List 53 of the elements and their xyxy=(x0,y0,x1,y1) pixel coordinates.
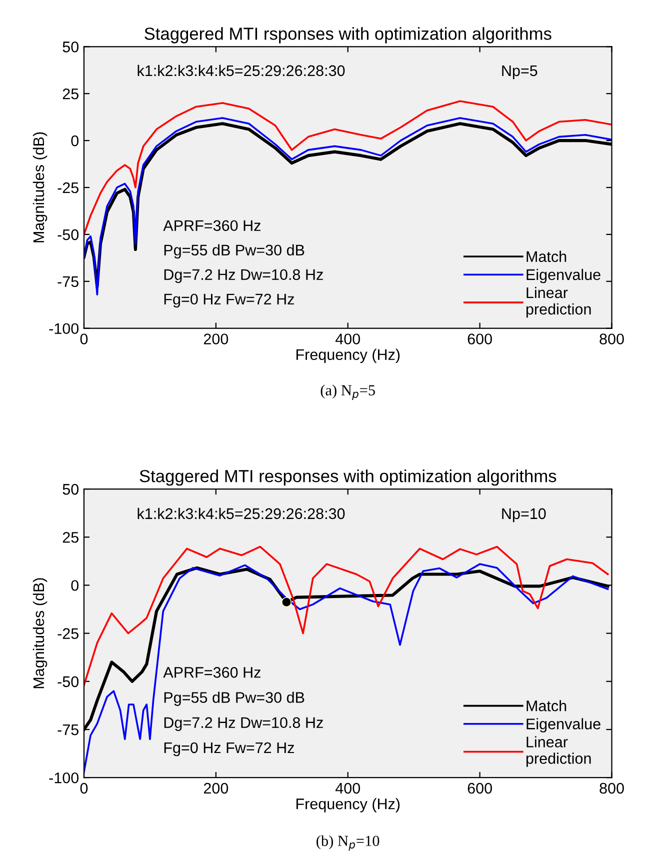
annotation: APRF=360 Hz xyxy=(163,220,260,232)
y-tick-label: 25 xyxy=(62,532,78,543)
annotation: k1:k2:k3:k4:k5=25:29:26:28:30 xyxy=(138,508,345,520)
y-tick-label: 50 xyxy=(62,484,79,495)
legend-label: Linear prediction xyxy=(526,736,591,767)
y-tick-label: -50 xyxy=(58,676,79,688)
x-axis-title: Frequency (Hz) xyxy=(296,798,400,812)
x-axis-title: Frequency (Hz) xyxy=(296,348,400,364)
annotation: Np=5 xyxy=(502,65,538,80)
y-tick-label: 25 xyxy=(62,88,78,100)
annotation: k1:k2:k3:k4:k5=25:29:26:28:30 xyxy=(138,64,345,76)
x-tick-label: 200 xyxy=(204,782,228,794)
annotation: Dg=7.2 Hz Dw=10.8 Hz xyxy=(164,717,323,732)
legend-label: Eigenvalue xyxy=(526,718,600,732)
annotation: APRF=360 Hz xyxy=(163,666,260,678)
line-series xyxy=(84,563,609,773)
y-tick-label: -25 xyxy=(58,182,78,194)
y-tick-label: -100 xyxy=(49,772,79,784)
y-tick-label: 50 xyxy=(62,42,79,52)
annotation: Pg=55 dB Pw=30 dB xyxy=(164,692,304,706)
x-tick-label: 400 xyxy=(335,334,360,344)
line-series xyxy=(84,546,609,686)
annotation: Dg=7.2 Hz Dw=10.8 Hz xyxy=(164,269,323,284)
legend-label: Match xyxy=(526,700,566,712)
y-tick-label: -100 xyxy=(49,323,79,334)
y-tick-label: -75 xyxy=(58,276,78,288)
chart-title: Staggered MTI rsponses with optimization algorithms xyxy=(144,27,552,44)
x-tick-label: 0 xyxy=(80,334,88,344)
x-tick-label: 0 xyxy=(80,782,88,794)
x-tick-label: 600 xyxy=(468,782,492,794)
y-tick-label: -50 xyxy=(58,229,79,240)
x-tick-label: 800 xyxy=(600,334,624,344)
legend-label: Match xyxy=(526,250,566,262)
annotation: Fg=0 Hz Fw=72 Hz xyxy=(164,742,294,756)
y-tick-label: -25 xyxy=(58,628,78,639)
line-series xyxy=(84,100,612,236)
y-tick-label: -75 xyxy=(58,724,78,736)
y-tick-label: 0 xyxy=(71,135,79,146)
x-tick-label: 600 xyxy=(468,334,492,344)
x-tick-label: 800 xyxy=(600,782,624,794)
legend-label: Eigenvalue xyxy=(526,268,600,284)
chart-title: Staggered MTI responses with optimization algorithms xyxy=(140,470,556,486)
annotation: Pg=55 dB Pw=30 dB xyxy=(164,244,304,259)
annotation: Np=10 xyxy=(502,508,546,522)
text: (a) N$_{p}$=5 xyxy=(320,384,375,400)
x-tick-label: 200 xyxy=(204,334,228,344)
annotation: Fg=0 Hz Fw=72 Hz xyxy=(164,294,294,308)
y-axis-title: Magnitudes (dB) xyxy=(32,578,48,688)
text: (b) N$_{p}$=10 xyxy=(316,835,380,851)
y-tick-label: 0 xyxy=(71,580,79,591)
y-axis-title: Magnitudes (dB) xyxy=(32,132,48,242)
legend-label: Linear prediction xyxy=(526,286,591,318)
x-tick-label: 400 xyxy=(335,782,360,794)
